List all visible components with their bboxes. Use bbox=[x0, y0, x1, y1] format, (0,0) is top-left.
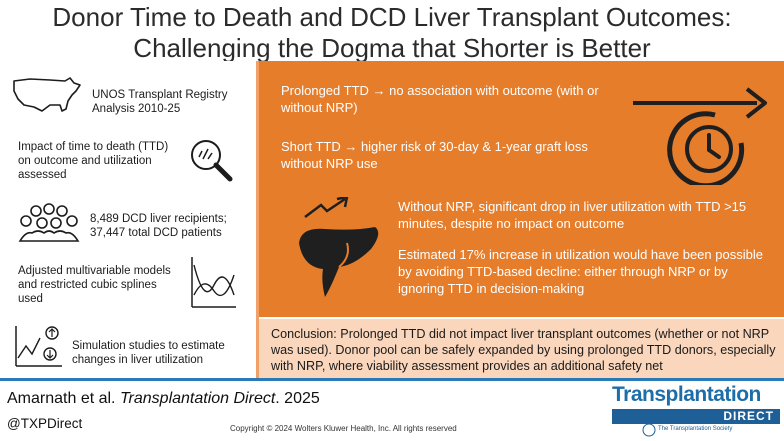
copyright-text: Copyright © 2024 Wolters Kluwer Health, … bbox=[230, 424, 457, 433]
citation-year: . 2025 bbox=[275, 390, 320, 407]
methods-panel: UNOS Transplant Registry Analysis 2010-2… bbox=[0, 61, 256, 378]
spline-curve-icon bbox=[191, 257, 236, 308]
liver-trend-icon bbox=[299, 197, 379, 297]
method-registry: UNOS Transplant Registry Analysis 2010-2… bbox=[92, 89, 228, 115]
simulation-chart-icon bbox=[15, 326, 62, 367]
us-map-icon bbox=[13, 77, 81, 112]
magnifier-icon bbox=[191, 140, 233, 182]
panel-divider bbox=[256, 61, 259, 378]
footer-divider bbox=[0, 378, 784, 381]
journal-logo: Transplantation DIRECT The Transplantati… bbox=[612, 383, 780, 437]
method-simulation: Simulation studies to estimate changes i… bbox=[72, 340, 225, 366]
logo-bar-text: DIRECT bbox=[723, 409, 774, 423]
page-title: Donor Time to Death and DCD Liver Transp… bbox=[0, 2, 784, 64]
conclusion-box: Conclusion: Prolonged TTD did not impact… bbox=[259, 317, 784, 378]
title-line-2: Challenging the Dogma that Shorter is Be… bbox=[133, 33, 651, 63]
logo-bar: DIRECT bbox=[612, 409, 780, 424]
finding-utilization-increase: Estimated 17% increase in utilization wo… bbox=[398, 247, 763, 296]
finding-utilization-drop: Without NRP, significant drop in liver u… bbox=[398, 199, 747, 231]
finding-short-ttd: Short TTD → higher risk of 30-day & 1-ye… bbox=[281, 139, 588, 171]
findings-panel: Prolonged TTD → no association with outc… bbox=[259, 61, 784, 317]
logo-subtitle: The Transplantation Society bbox=[658, 426, 733, 432]
logo-wordmark: Transplantation bbox=[612, 383, 761, 406]
people-group-icon bbox=[18, 203, 80, 242]
social-handle[interactable]: @TXPDirect bbox=[7, 416, 83, 431]
method-population: 8,489 DCD liver recipients; 37,447 total… bbox=[90, 213, 227, 239]
clock-arrow-icon bbox=[633, 87, 767, 185]
conclusion-text: Conclusion: Prolonged TTD did not impact… bbox=[271, 327, 776, 373]
method-models: Adjusted multivariable models and restri… bbox=[18, 265, 171, 305]
finding-prolonged-ttd: Prolonged TTD → no association with outc… bbox=[281, 83, 599, 115]
citation: Amarnath et al. Transplantation Direct. … bbox=[7, 390, 320, 408]
society-seal-icon bbox=[642, 423, 656, 437]
citation-author: Amarnath et al. bbox=[7, 390, 116, 407]
method-impact: Impact of time to death (TTD) on outcome… bbox=[18, 141, 169, 181]
citation-journal: Transplantation Direct bbox=[119, 390, 276, 407]
title-line-1: Donor Time to Death and DCD Liver Transp… bbox=[52, 2, 732, 32]
